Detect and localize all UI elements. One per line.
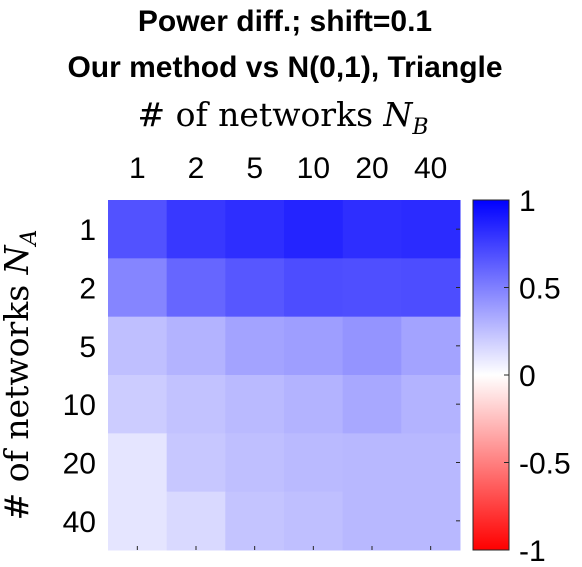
x-tick-label: 5 bbox=[246, 152, 263, 185]
y-tick-label: 40 bbox=[63, 506, 96, 539]
colorbar-ticks: 1 0.5 0 -0.5 -1 bbox=[504, 185, 571, 567]
y-tick-labels: 1 2 5 10 20 40 bbox=[63, 214, 96, 539]
y-tick-label: 1 bbox=[79, 214, 96, 247]
x-tick-label: 10 bbox=[297, 152, 330, 185]
heatmap-cell bbox=[166, 375, 226, 434]
heatmap-cell bbox=[284, 316, 344, 376]
heatmap-cell bbox=[342, 316, 402, 376]
y-tick-label: 2 bbox=[79, 273, 96, 306]
heatmap-cell bbox=[225, 316, 285, 376]
x-axis-label-subscript: B bbox=[411, 115, 428, 140]
colorbar-tick-label: -0.5 bbox=[519, 448, 571, 481]
colorbar-tick-label: -1 bbox=[519, 535, 546, 567]
x-tick-labels: 1 2 5 10 20 40 bbox=[129, 152, 447, 185]
heatmap-cell bbox=[225, 433, 285, 493]
heatmap-cell bbox=[342, 433, 402, 493]
colorbar-tick-label: 0.5 bbox=[519, 273, 561, 306]
heatmap-cell bbox=[225, 258, 285, 318]
y-axis-label-prefix: # of networks bbox=[0, 274, 36, 520]
x-axis-label: # of networks NB bbox=[137, 95, 428, 140]
heatmap-cell bbox=[401, 433, 461, 493]
y-axis-label-subscript: A bbox=[17, 230, 42, 248]
heatmap-cell bbox=[166, 258, 226, 318]
x-tick-label: 20 bbox=[355, 152, 388, 185]
heatmap-cell bbox=[108, 375, 168, 434]
x-axis-label-symbol: N bbox=[383, 95, 414, 134]
heatmap-cell bbox=[108, 316, 168, 376]
heatmap-cell bbox=[284, 258, 344, 318]
heatmap-cell bbox=[225, 375, 285, 434]
heatmap-cells bbox=[108, 200, 461, 551]
heatmap-cell bbox=[401, 491, 461, 551]
y-tick-label: 10 bbox=[63, 389, 96, 422]
heatmap-cell bbox=[108, 433, 168, 493]
heatmap-cell bbox=[284, 375, 344, 434]
heatmap-cell bbox=[284, 491, 344, 551]
heatmap-cell bbox=[284, 433, 344, 493]
x-tick-label: 2 bbox=[188, 152, 205, 185]
heatmap-cell bbox=[342, 375, 402, 434]
heatmap-cell bbox=[166, 491, 226, 551]
heatmap-cell bbox=[108, 258, 168, 318]
heatmap-cell bbox=[342, 258, 402, 318]
x-axis-label-prefix: # of networks bbox=[137, 95, 383, 134]
heatmap-cell bbox=[166, 200, 226, 259]
heatmap-cell bbox=[108, 491, 168, 551]
heatmap-cell bbox=[401, 258, 461, 318]
y-axis-label: # of networks NA bbox=[0, 230, 42, 521]
heatmap-cell bbox=[401, 316, 461, 376]
heatmap-cell bbox=[225, 200, 285, 259]
heatmap-cell bbox=[166, 433, 226, 493]
chart-title-line2: Our method vs N(0,1), Triangle bbox=[67, 51, 502, 84]
colorbar-tick-label: 0 bbox=[519, 360, 536, 393]
heatmap-cell bbox=[342, 200, 402, 259]
heatmap-cell bbox=[401, 375, 461, 434]
heatmap-cell bbox=[401, 200, 461, 259]
y-axis-label-symbol: N bbox=[0, 244, 36, 275]
chart-title-line1: Power diff.; shift=0.1 bbox=[138, 5, 432, 38]
y-tick-label: 5 bbox=[79, 331, 96, 364]
heatmap-cell bbox=[108, 200, 168, 259]
x-tick-label: 40 bbox=[414, 152, 447, 185]
axis-tick-marks bbox=[136, 228, 460, 550]
heatmap-cell bbox=[225, 491, 285, 551]
heatmap-cell bbox=[342, 491, 402, 551]
heatmap-cell bbox=[284, 200, 344, 259]
y-tick-label: 20 bbox=[63, 448, 96, 481]
colorbar bbox=[472, 199, 510, 551]
x-tick-label: 1 bbox=[129, 152, 146, 185]
heatmap-cell bbox=[166, 316, 226, 376]
colorbar-tick-label: 1 bbox=[519, 185, 536, 218]
